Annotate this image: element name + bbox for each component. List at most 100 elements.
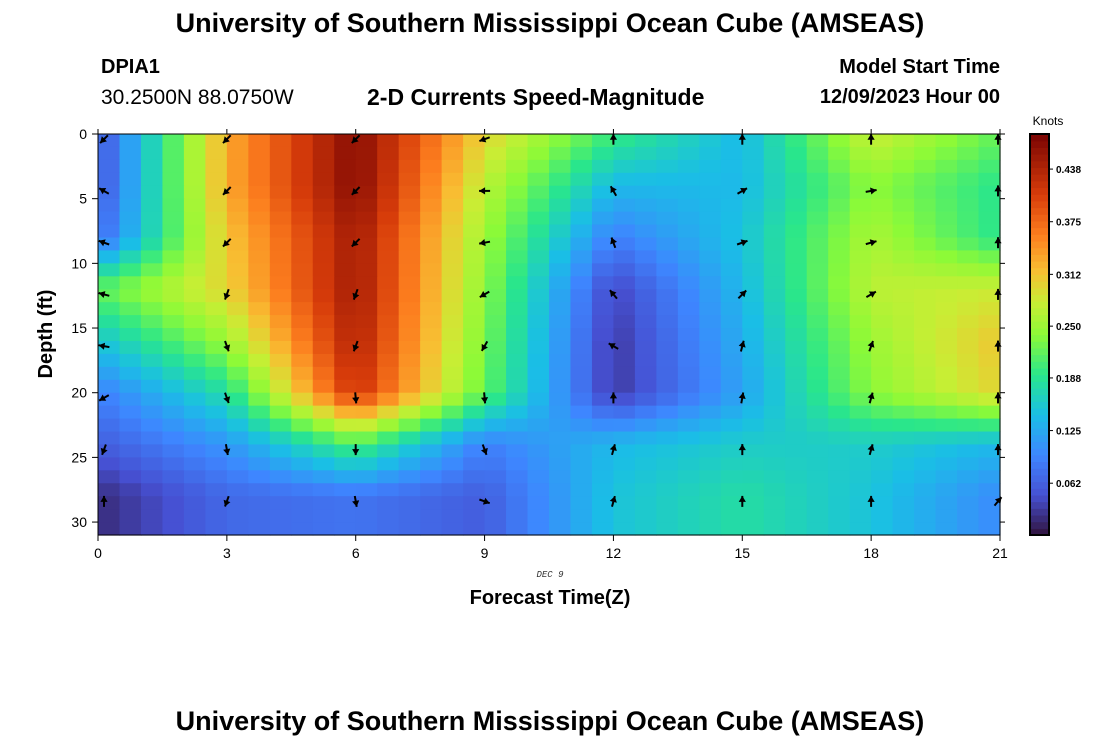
heatmap-cell [935, 134, 958, 148]
x-tick-label: 18 [863, 545, 879, 561]
heatmap-cell [162, 185, 185, 200]
current-arrow [737, 289, 747, 300]
heatmap-cell [248, 302, 271, 316]
heatmap-cell [871, 418, 894, 433]
heatmap-cell [785, 340, 808, 355]
heatmap-cell [334, 198, 357, 213]
heatmap-cell [914, 483, 937, 497]
heatmap-cell [248, 172, 271, 187]
heatmap-cell [656, 328, 679, 342]
heatmap-cell [677, 379, 700, 394]
heatmap-cell [570, 237, 593, 252]
heatmap-cell [484, 172, 507, 187]
heatmap-cell [699, 366, 722, 381]
current-arrow [223, 495, 231, 507]
heatmap-cell [720, 418, 743, 433]
heatmap-cell [398, 444, 421, 458]
current-arrow [352, 288, 360, 300]
heatmap-cell [656, 418, 679, 433]
heatmap-cell [914, 172, 937, 187]
colorbar-band [1030, 214, 1049, 222]
heatmap-cell [677, 483, 700, 497]
heatmap-cell [785, 353, 808, 368]
footer-title: University of Southern Mississippi Ocean… [175, 706, 925, 736]
heatmap-cell [806, 328, 829, 342]
heatmap-cell [957, 509, 980, 523]
heatmap-cell [892, 392, 915, 407]
heatmap-cell [763, 302, 786, 316]
heatmap-cell [420, 198, 443, 213]
heatmap-cell [634, 444, 657, 458]
heatmap-cell [98, 185, 121, 200]
heatmap-cell [441, 418, 464, 433]
heatmap-cell [312, 366, 335, 381]
heatmap-cell [441, 276, 464, 290]
heatmap-cell [398, 353, 421, 368]
colorbar-band [1030, 521, 1049, 529]
colorbar-band [1030, 488, 1049, 496]
heatmap-cell [291, 250, 314, 264]
heatmap-cell [785, 483, 808, 497]
heatmap-cell [441, 185, 464, 200]
heatmap-cell [806, 392, 829, 407]
heatmap-cell [806, 185, 829, 200]
colorbar-band [1030, 187, 1049, 195]
heatmap-cell [140, 328, 164, 342]
heatmap-cell [677, 509, 700, 523]
heatmap-cell [785, 315, 808, 329]
heatmap-cell [763, 224, 786, 239]
colorbar-unit: Knots [1033, 114, 1064, 128]
heatmap-cell [613, 315, 636, 329]
heatmap-cell [892, 302, 915, 316]
heatmap-cell [957, 392, 980, 407]
heatmap-cell [892, 185, 915, 200]
heatmap-cell [463, 250, 486, 264]
heatmap-cell [398, 328, 421, 342]
heatmap-cell [420, 457, 443, 471]
heatmap-cell [720, 146, 743, 161]
heatmap-cell [398, 418, 421, 433]
heatmap-cell [162, 224, 185, 239]
heatmap-cell [420, 496, 443, 510]
heatmap-cell [656, 483, 679, 497]
heatmap-cell [205, 211, 228, 226]
heatmap-cell [957, 379, 980, 394]
heatmap-cell [377, 224, 400, 239]
heatmap-cell [634, 146, 657, 161]
heatmap-cell [291, 522, 314, 536]
heatmap-cell [570, 263, 593, 277]
heatmap-cell [935, 340, 958, 355]
heatmap-cell [806, 134, 829, 148]
heatmap-cell [398, 315, 421, 329]
heatmap-cell [699, 159, 722, 174]
heatmap-cell [205, 328, 228, 342]
heatmap-cell [205, 198, 228, 213]
heatmap-cell [656, 509, 679, 523]
heatmap-cell [506, 496, 529, 510]
heatmap-cell [978, 134, 1001, 148]
heatmap-cell [591, 185, 615, 200]
heatmap-cell [377, 340, 400, 355]
heatmap-cell [269, 444, 292, 458]
heatmap-cell [957, 366, 980, 381]
heatmap-cell [871, 289, 894, 303]
heatmap-cell [634, 470, 657, 484]
heatmap-cell [183, 340, 206, 355]
heatmap-cell [914, 224, 937, 239]
heatmap-cell [226, 198, 249, 213]
heatmap-cell [849, 172, 872, 187]
heatmap-cell [506, 405, 529, 420]
heatmap-cell [613, 418, 636, 433]
heatmap-cell [441, 134, 464, 148]
heatmap-cell [677, 522, 700, 536]
current-arrow [609, 289, 618, 300]
heatmap-cell [613, 276, 636, 290]
heatmap-cell [570, 198, 593, 213]
heatmap-cell [720, 522, 743, 536]
colorbar-band [1030, 494, 1049, 503]
heatmap-cell [742, 418, 765, 433]
heatmap-cell [677, 185, 700, 200]
heatmap-cell [677, 172, 700, 187]
heatmap-cell [978, 470, 1001, 484]
heatmap-cell [849, 328, 872, 342]
